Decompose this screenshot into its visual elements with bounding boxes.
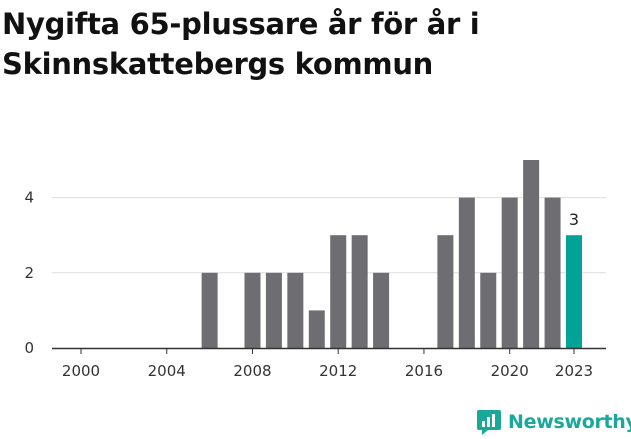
- bar-2014: [373, 272, 390, 348]
- highlight-data-label: 3: [569, 210, 579, 229]
- bar-2009: [265, 272, 282, 348]
- x-tick-label: 2016: [405, 362, 443, 380]
- y-axis-ticks: 0 2 4: [24, 189, 34, 357]
- x-axis-ticks: 2000 2004 2008 2012 2016 2020 2023: [62, 348, 593, 380]
- bar-2013: [351, 235, 368, 348]
- y-tick-label: 4: [24, 189, 34, 207]
- bar-2017: [437, 235, 454, 348]
- bar-2011: [308, 310, 325, 348]
- bar-2008: [244, 272, 261, 348]
- bar-2010: [287, 272, 304, 348]
- bar-chart: 0 2 4 2000 2004 2008 2012 2016 2020 2023 3: [24, 160, 606, 380]
- newsworthy-logo-icon: [477, 410, 501, 435]
- bar-2020: [501, 197, 518, 348]
- newsworthy-brand: Newsworthy: [476, 406, 631, 438]
- y-tick-label: 0: [24, 339, 34, 357]
- brand-name: Newsworthy: [508, 411, 631, 433]
- bars: [201, 160, 582, 348]
- x-tick-label: 2000: [62, 362, 100, 380]
- bar-2019: [480, 272, 497, 348]
- chart-title: Nygifta 65-plussare år för år i Skinnska…: [2, 7, 480, 81]
- bar-2012: [330, 235, 347, 348]
- y-tick-label: 2: [24, 264, 34, 282]
- x-tick-label: 2012: [319, 362, 357, 380]
- bar-2023: [566, 235, 582, 348]
- bar-2021: [523, 160, 540, 348]
- bar-2018: [458, 197, 475, 348]
- x-tick-label: 2023: [555, 362, 593, 380]
- x-tick-label: 2004: [148, 362, 186, 380]
- bar-2022: [544, 197, 561, 348]
- gridlines: [52, 197, 606, 274]
- bar-2006: [201, 272, 218, 348]
- x-tick-label: 2020: [491, 362, 529, 380]
- x-tick-label: 2008: [233, 362, 271, 380]
